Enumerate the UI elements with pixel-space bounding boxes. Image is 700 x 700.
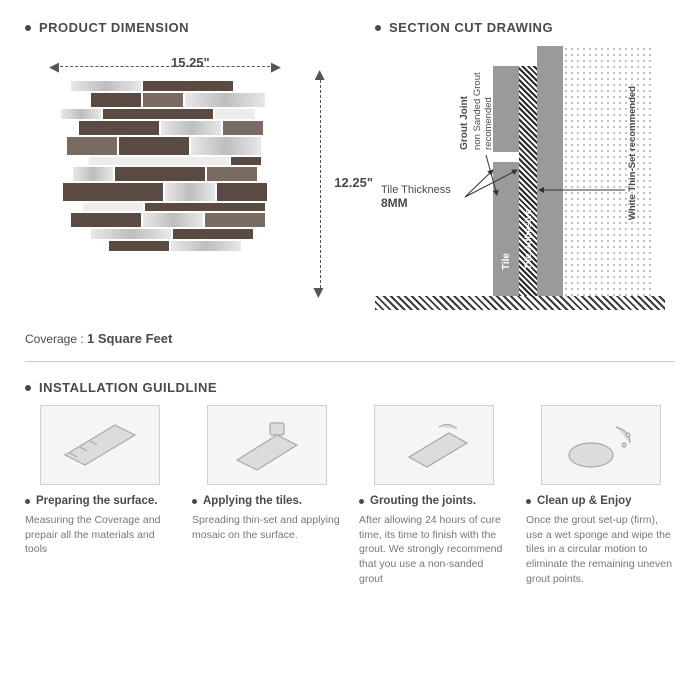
height-dimension-arrow: ▶▶ [313,75,327,293]
step-1-desc: Measuring the Coverage and prepair all t… [25,513,174,557]
step-4-title-row: Clean up & Enjoy [526,495,675,507]
step-4-illustration [541,405,661,485]
step-2: Applying the tiles. Spreading thin-set a… [192,405,341,586]
coverage-value: 1 Square Feet [87,331,172,346]
product-dimension-panel: PRODUCT DIMENSION ◀▶ 15.25" ▶▶ 12.25" [25,20,355,346]
installation-heading: INSTALLATION GUILDLINE [25,380,675,395]
step-3-title-row: Grouting the joints. [359,495,508,507]
step-2-title-row: Applying the tiles. [192,495,341,507]
height-label: 12.25" [334,175,373,190]
step-3-illustration [374,405,494,485]
dimension-figure: ◀▶ 15.25" ▶▶ 12.25" [25,45,345,325]
step-4: Clean up & Enjoy Once the grout set-up (… [526,405,675,586]
step-2-title: Applying the tiles. [203,495,302,507]
step-4-desc: Once the grout set-up (firm), use a wet … [526,513,675,586]
grout-float-icon [389,415,479,475]
section-cut-title: SECTION CUT DRAWING [389,20,553,35]
step-1-title: Preparing the surface. [36,495,157,507]
trowel-icon [222,415,312,475]
callout-arrows [375,45,665,310]
width-label: 15.25" [171,55,210,70]
mosaic-illustration [61,81,271,291]
divider [25,361,675,362]
step-1: Preparing the surface. Measuring the Cov… [25,405,174,586]
step-2-desc: Spreading thin-set and applying mosaic o… [192,513,341,542]
step-1-title-row: Preparing the surface. [25,495,174,507]
step-3-desc: After allowing 24 hours of cure time, it… [359,513,508,586]
bullet-icon [375,25,381,31]
step-3: Grouting the joints. After allowing 24 h… [359,405,508,586]
step-1-illustration [40,405,160,485]
step-2-illustration [207,405,327,485]
installation-title: INSTALLATION GUILDLINE [39,380,217,395]
product-dimension-title: PRODUCT DIMENSION [39,20,189,35]
coverage-label: Coverage : [25,332,84,346]
section-cut-panel: SECTION CUT DRAWING Grout Joint non Sand… [375,20,675,346]
step-4-title: Clean up & Enjoy [537,495,632,507]
installation-panel: INSTALLATION GUILDLINE Preparing the sur… [25,380,675,586]
width-dimension-arrow: ◀▶ 15.25" [55,59,275,73]
installation-steps: Preparing the surface. Measuring the Cov… [25,405,675,586]
coverage-line: Coverage : 1 Square Feet [25,331,355,346]
bullet-icon [25,385,31,391]
measure-icon [55,415,145,475]
section-cut-heading: SECTION CUT DRAWING [375,20,675,35]
section-cut-figure: Grout Joint non Sanded Grout recomended … [375,45,665,310]
sponge-water-icon [556,415,646,475]
step-3-title: Grouting the joints. [370,495,476,507]
product-dimension-heading: PRODUCT DIMENSION [25,20,355,35]
bullet-icon [25,25,31,31]
